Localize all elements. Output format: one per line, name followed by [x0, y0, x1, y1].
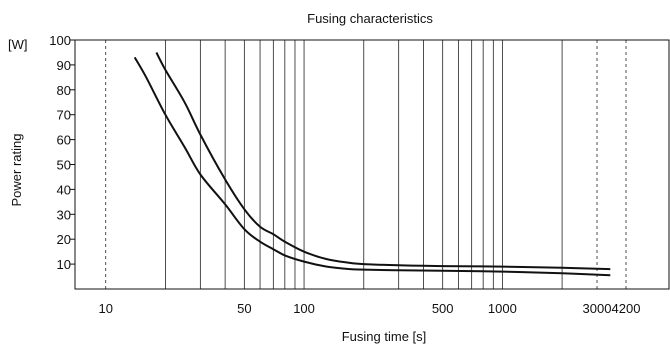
x-tick-label: 3000: [583, 301, 612, 316]
y-tick-label: 80: [57, 83, 71, 98]
y-tick-label: 60: [57, 133, 71, 148]
x-tick-label: 1000: [488, 301, 517, 316]
x-tick-label: 50: [237, 301, 251, 316]
y-tick-label: 90: [57, 58, 71, 73]
y-tick-labels: 10 20 30 40 50 60 70 80 90 100: [49, 33, 75, 272]
y-unit-label: [W]: [8, 37, 28, 52]
x-tick-label: 500: [432, 301, 454, 316]
y-axis-label: Power rating: [9, 134, 24, 207]
x-tick-label: 4200: [612, 301, 641, 316]
y-tick-label: 30: [57, 207, 71, 222]
grid-lines: [105, 40, 627, 289]
series-lines: [133, 52, 611, 277]
x-axis-label: Fusing time [s]: [342, 329, 427, 344]
chart-title: Fusing characteristics: [307, 11, 433, 26]
y-tick-label: 20: [57, 232, 71, 247]
x-tick-labels: 10 50 100 500 1000 3000 4200: [98, 301, 640, 316]
y-tick-label: 50: [57, 158, 71, 173]
y-tick-label: 40: [57, 182, 71, 197]
x-tick-label: 10: [98, 301, 112, 316]
plot-frame: [74, 39, 670, 290]
y-tick-label: 100: [49, 33, 71, 48]
x-tick-label: 100: [293, 301, 315, 316]
y-tick-label: 10: [57, 257, 71, 272]
series-line-2: [155, 52, 611, 271]
series-line-1: [133, 56, 611, 277]
y-tick-label: 70: [57, 108, 71, 123]
